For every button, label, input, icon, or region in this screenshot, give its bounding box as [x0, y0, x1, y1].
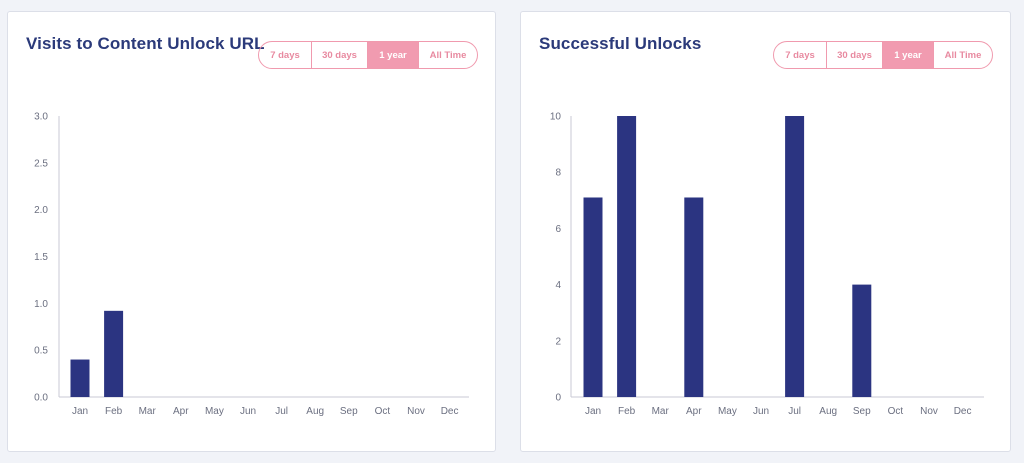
range-7-days-button[interactable]: 7 days [774, 42, 827, 68]
y-tick-label: 0 [555, 393, 561, 404]
x-tick-label: Feb [105, 406, 123, 417]
x-tick-label: Oct [888, 406, 904, 417]
range-1-year-button[interactable]: 1 year [368, 42, 419, 68]
range-30-days-button[interactable]: 30 days [827, 42, 883, 68]
y-tick-label: 8 [555, 168, 561, 179]
y-tick-label: 2.5 [34, 158, 48, 169]
range-1-year-button[interactable]: 1 year [883, 42, 934, 68]
bar-jan[interactable] [70, 359, 90, 397]
y-tick-label: 0.0 [34, 393, 48, 404]
range-all-time-button[interactable]: All Time [429, 49, 467, 61]
x-tick-label: Apr [173, 406, 189, 417]
y-tick-label: 1.0 [34, 299, 48, 310]
x-tick-label: Sep [340, 406, 358, 417]
chart-title: Visits to Content Unlock URL [26, 34, 265, 53]
y-tick-label: 1.5 [34, 252, 48, 263]
y-tick-label: 2 [555, 336, 561, 347]
range-30-days-button[interactable]: 30 days [312, 42, 368, 68]
y-tick-label: 6 [555, 224, 561, 235]
bar-sep[interactable] [852, 284, 872, 397]
bar-feb[interactable] [617, 116, 637, 397]
y-tick-label: 2.0 [34, 205, 48, 216]
x-tick-label: Aug [306, 406, 324, 417]
unlocks-chart-card: Successful Unlocks 7 days 30 days 1 year… [520, 11, 1011, 452]
visits-chart-card: Visits to Content Unlock URL 7 days 30 d… [7, 11, 496, 452]
x-tick-label: May [205, 406, 224, 417]
x-tick-label: Jun [240, 406, 256, 417]
x-tick-label: Jan [72, 406, 88, 417]
range-7-days-button[interactable]: 7 days [259, 42, 312, 68]
bar-jul[interactable] [785, 116, 805, 397]
x-tick-label: Sep [853, 406, 871, 417]
unlocks-bar-chart: 0 2 4 6 8 10 Jan Feb Mar Apr May Jun Jul Aug Sep Oct Nov… [550, 112, 984, 417]
range-all-time-button[interactable]: All Time [944, 49, 982, 61]
time-range-selector: 7 days 30 days 1 year All Time [773, 41, 993, 69]
x-tick-label: Aug [819, 406, 837, 417]
y-tick-label: 3.0 [34, 112, 48, 123]
bar-jan[interactable] [583, 197, 603, 397]
x-tick-label: Mar [652, 406, 670, 417]
y-tick-label: 10 [550, 112, 562, 123]
bar-apr[interactable] [684, 197, 704, 397]
x-tick-label: Feb [618, 406, 636, 417]
x-tick-label: Oct [375, 406, 391, 417]
y-tick-label: 0.5 [34, 346, 48, 357]
x-tick-label: Apr [686, 406, 702, 417]
chart-title: Successful Unlocks [539, 34, 702, 53]
time-range-selector: 7 days 30 days 1 year All Time [258, 41, 478, 69]
x-tick-label: Jan [585, 406, 601, 417]
x-tick-label: Jul [788, 406, 801, 417]
x-tick-label: Mar [139, 406, 157, 417]
x-tick-label: Jul [275, 406, 288, 417]
x-tick-label: Dec [441, 406, 459, 417]
x-tick-label: May [718, 406, 737, 417]
y-tick-label: 4 [555, 280, 561, 291]
visits-bar-chart: 0.0 0.5 1.0 1.5 2.0 2.5 3.0 Jan Feb Mar Apr May Jun J… [34, 112, 469, 417]
x-tick-label: Nov [407, 406, 425, 417]
x-tick-label: Dec [954, 406, 972, 417]
x-tick-label: Nov [920, 406, 938, 417]
x-tick-label: Jun [753, 406, 769, 417]
bar-feb[interactable] [104, 310, 124, 397]
